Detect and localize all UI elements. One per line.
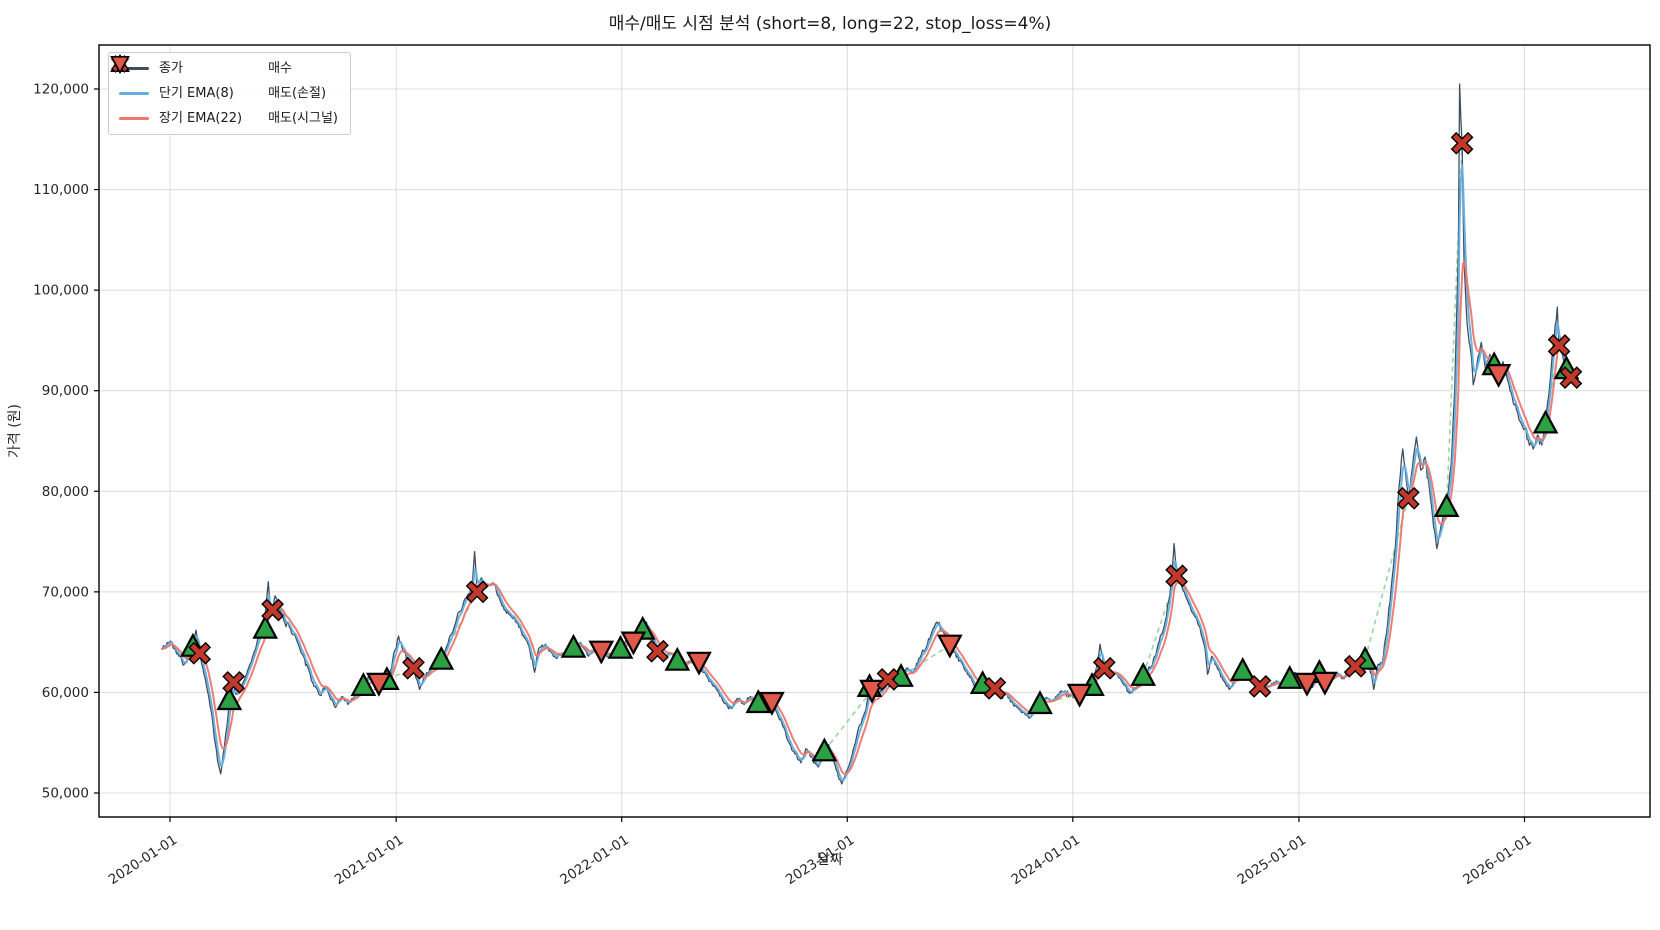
long-ema-line (161, 261, 1576, 775)
signal-sell-marker (936, 634, 963, 659)
buy-marker (1276, 664, 1303, 689)
signal-sell-triangle-icon (110, 55, 130, 75)
x-tick-label: 2023-01-01 (783, 832, 858, 888)
legend-item-ema-long: 장기 EMA(22) (119, 110, 242, 127)
legend-line-column: 종가 단기 EMA(8) 장기 EMA(22) (119, 60, 242, 127)
stoploss-marker (983, 677, 1007, 700)
chart-title: 매수/매도 시점 분석 (short=8, long=22, stop_loss… (608, 14, 1052, 34)
buy-marker (560, 633, 587, 658)
x-tick-label: 2026-01-01 (1460, 832, 1535, 888)
stoploss-marker (646, 639, 669, 663)
close-line-swatch-icon (119, 67, 149, 70)
stoploss-marker (261, 598, 284, 622)
legend-item-label: 매수 (268, 61, 292, 76)
signal-sell-marker (1485, 364, 1512, 388)
stoploss-marker (1343, 654, 1367, 678)
short-ema-line-swatch-icon (119, 92, 149, 95)
stoploss-marker (465, 580, 489, 604)
signal-sell-marker (1312, 671, 1338, 696)
long-ema-line-swatch-icon (119, 117, 149, 120)
stoploss-marker (1547, 334, 1571, 357)
stoploss-marker (222, 671, 245, 694)
y-tick-label: 60,000 (42, 685, 89, 701)
y-tick-label: 70,000 (42, 584, 89, 600)
buy-marker (252, 614, 279, 639)
hold-period-segment (1445, 143, 1463, 507)
x-tick-label: 2021-01-01 (332, 832, 407, 888)
plot-frame (98, 44, 1651, 818)
legend-item-label: 매도(시그널) (268, 111, 339, 126)
y-tick-label: 80,000 (42, 484, 89, 500)
legend-item-signal: 매도(시그널) (110, 55, 339, 127)
legend-item-label: 종가 (159, 61, 183, 76)
signal-sell-marker (1066, 683, 1093, 708)
stoploss-marker (1165, 564, 1188, 588)
legend-item-buy: 매수 (110, 53, 338, 77)
y-tick-label: 110,000 (33, 182, 89, 198)
stoploss-marker (1092, 656, 1116, 680)
y-tick-label: 120,000 (33, 82, 89, 98)
legend: 종가 단기 EMA(8) 장기 EMA(22) 매수 (108, 52, 352, 135)
stoploss-marker (188, 641, 212, 665)
x-axis-label: 날짜 (817, 852, 843, 868)
y-tick-label: 90,000 (42, 383, 89, 399)
y-tick-label: 100,000 (33, 283, 89, 299)
x-tick-label: 2025-01-01 (1235, 832, 1310, 888)
legend-item-stop: 매도(손절) (111, 55, 338, 102)
signal-sell-marker (759, 691, 785, 716)
legend-item-ema-short: 단기 EMA(8) (119, 85, 242, 102)
stoploss-marker (1248, 675, 1272, 698)
legend-marker-column: 매수 매도(손절) 매도(시그널) (110, 53, 339, 127)
buy-marker (1130, 661, 1157, 686)
stoploss-marker (1396, 486, 1420, 510)
buy-marker (1229, 656, 1256, 681)
x-tick-label: 2022-01-01 (557, 832, 632, 888)
buy-marker (1027, 690, 1053, 715)
stoploss-marker (1450, 131, 1474, 155)
y-tick-label: 50,000 (42, 786, 89, 802)
signal-sell-marker (620, 631, 647, 656)
stoploss-marker (1559, 366, 1583, 389)
buy-marker (664, 646, 691, 671)
buy-marker (428, 645, 455, 670)
buy-marker (1532, 409, 1559, 434)
legend-item-label: 단기 EMA(8) (159, 86, 234, 101)
legend-item-close: 종가 (119, 60, 242, 77)
buy-marker (745, 689, 772, 714)
stoploss-marker (402, 656, 425, 680)
hold-period-segment (1039, 693, 1080, 705)
hold-period-segment (823, 689, 873, 752)
signal-sell-marker (1294, 672, 1320, 697)
buy-marker (811, 737, 838, 762)
signal-sell-marker (686, 651, 712, 676)
legend-item-label: 장기 EMA(22) (159, 111, 243, 126)
x-tick-label: 2020-01-01 (106, 832, 181, 888)
signal-sell-marker (366, 672, 392, 697)
stoploss-marker (876, 668, 900, 691)
buy-marker (1433, 493, 1460, 517)
legend-item-label: 매도(손절) (268, 86, 327, 101)
hold-period-segment (900, 644, 951, 678)
buy-marker (350, 672, 377, 697)
buy-marker (607, 634, 634, 659)
x-tick-label: 2024-01-01 (1008, 832, 1083, 888)
signal-sell-marker (588, 640, 615, 665)
buy-marker (216, 686, 243, 711)
